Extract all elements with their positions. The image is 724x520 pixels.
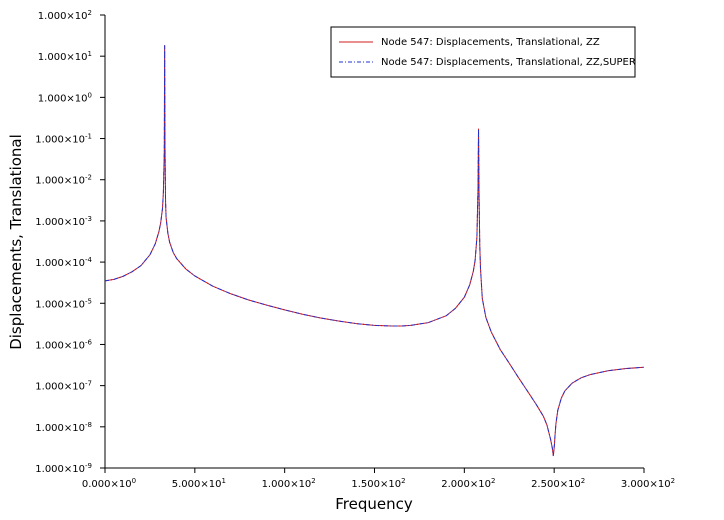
x-tick-label: 5.000×101	[172, 477, 226, 490]
y-tick-label: 1.000×10-6	[35, 338, 92, 351]
y-tick-label: 1.000×10-7	[35, 380, 92, 393]
y-tick-label: 1.000×10-4	[35, 256, 92, 269]
x-axis-title: Frequency	[335, 495, 413, 513]
y-tick-label: 1.000×10-8	[35, 421, 92, 434]
y-axis-ticks: 1.000×102 1.000×101 1.000×100 1.000×10-1 1.0…	[35, 9, 105, 475]
y-tick-label: 1.000×101	[38, 50, 92, 63]
legend-label-zz: Node 547: Displacements, Translational, …	[381, 37, 600, 48]
legend-box	[330, 26, 636, 78]
y-tick-label: 1.000×10-2	[35, 174, 92, 187]
series-line-zz-super	[104, 45, 645, 457]
y-tick-label: 1.000×100	[38, 91, 92, 104]
x-tick-label: 2.500×102	[531, 477, 585, 490]
x-tick-label: 1.500×102	[351, 477, 405, 490]
y-tick-label: 1.000×10-3	[35, 215, 92, 228]
y-tick-label: 1.000×10-9	[35, 462, 92, 475]
legend: Node 547: Displacements, Translational, …	[330, 26, 636, 78]
x-tick-label: 3.000×102	[621, 477, 675, 490]
x-axis-ticks: 0.000×100 5.000×101 1.000×102 1.500×102 2.00…	[82, 468, 675, 490]
y-tick-label: 1.000×102	[38, 9, 92, 22]
y-tick-label: 1.000×10-1	[35, 133, 92, 146]
x-tick-label: 0.000×100	[82, 477, 136, 490]
y-tick-label: 1.000×10-5	[35, 297, 92, 310]
y-axis-title: Displacements, Translational	[7, 134, 25, 350]
series-layer	[104, 45, 645, 457]
x-tick-label: 2.000×102	[441, 477, 495, 490]
x-tick-label: 1.000×102	[262, 477, 316, 490]
legend-label-zz-super: Node 547: Displacements, Translational, …	[381, 57, 636, 68]
